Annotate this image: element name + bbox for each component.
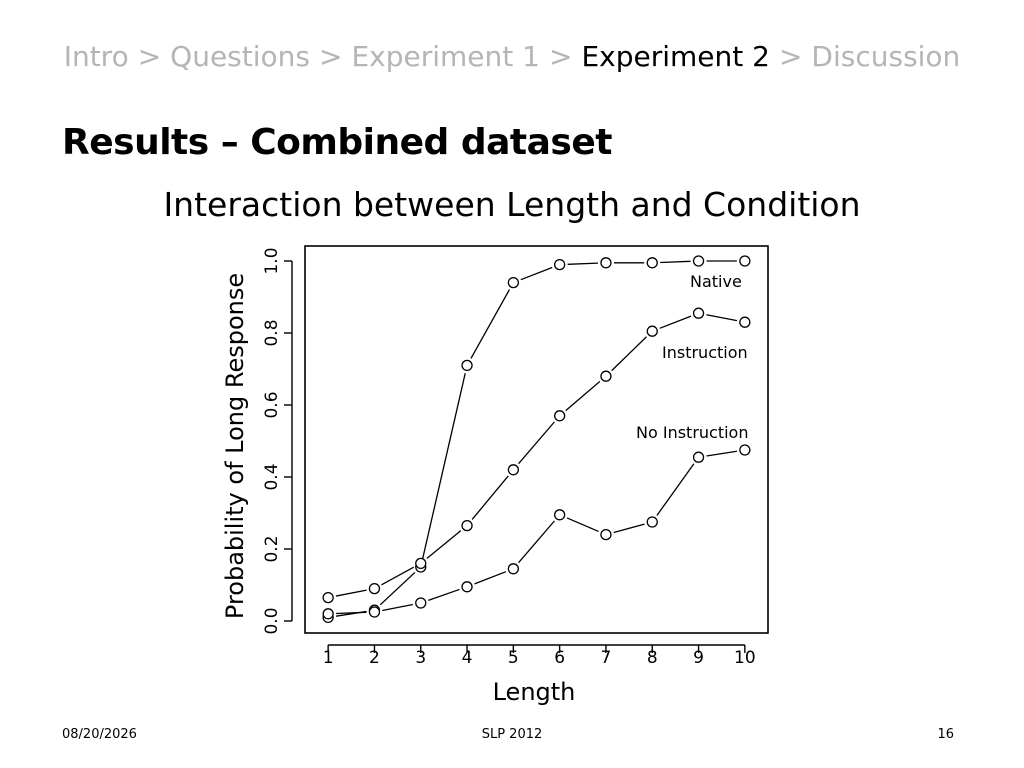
series-label: No Instruction [636,423,748,442]
series-line-segment [659,315,692,329]
x-tick-label: 3 [415,648,426,668]
data-point [554,258,566,271]
series-label: Native [690,272,742,291]
data-point [461,581,473,593]
series-line-segment [706,450,738,457]
series-line-segment [518,421,555,465]
series-line-segment [470,289,511,359]
y-axis-title: Probability of Long Response [221,273,249,619]
footer-page-number: 16 [937,727,954,742]
data-point [692,451,705,463]
series-line-segment [426,530,462,559]
series-line-segment [660,260,691,264]
series-line-segment [656,463,695,516]
x-tick-label: 10 [734,648,756,668]
series-line-segment [379,571,416,606]
data-point [554,410,566,422]
x-tick-label: 2 [369,648,380,668]
data-point [322,591,334,604]
series-line-segment [335,589,367,597]
data-point [554,509,566,521]
series-line-segment [706,314,738,322]
y-tick-label: 0.6 [262,391,282,418]
y-tick-label: 0.4 [262,463,282,490]
footer-center-text: SLP 2012 [481,727,543,742]
series-line-segment [565,380,601,412]
y-tick-label: 0.2 [262,535,282,562]
data-point [646,325,658,337]
y-tick-label: 0.0 [262,607,282,634]
data-point [600,528,612,541]
data-point [461,519,473,532]
data-point [507,563,519,575]
x-tick-label: 6 [554,648,565,668]
data-point [692,307,705,319]
breadcrumb-item-discussion[interactable]: Discussion [811,40,961,73]
breadcrumb-separator: > [319,40,343,73]
x-tick-label: 4 [462,648,473,668]
series-line-segment [382,603,414,612]
x-tick-label: 7 [601,648,612,668]
series-line-segment [428,588,460,601]
breadcrumb-item-experiment-1[interactable]: Experiment 1 [351,40,540,73]
data-point [415,557,427,570]
series-line-segment [518,520,555,564]
series-line-segment [567,262,598,265]
data-point [600,370,612,382]
series-label: Instruction [662,343,748,362]
data-point [368,582,381,595]
plot-frame [304,245,769,634]
y-tick-label: 1.0 [262,247,282,274]
breadcrumb-item-questions[interactable]: Questions [170,40,310,73]
series-line-segment [381,566,415,586]
series-line-segment [471,475,509,520]
x-tick-label: 9 [693,648,704,668]
series-line-segment [421,373,466,560]
footer-date: 08/20/2026 [62,727,137,742]
data-point [368,606,381,618]
x-tick-label: 1 [323,648,334,668]
data-point [739,316,751,328]
data-point [739,255,751,267]
data-point [692,255,705,267]
data-point [415,597,427,609]
breadcrumb-separator: > [548,40,573,73]
data-point [600,257,612,269]
slide-subtitle: Interaction between Length and Condition [163,185,861,224]
x-tick-label: 5 [508,648,519,668]
data-point [461,359,473,372]
data-point [507,464,519,476]
breadcrumb-item-experiment-2[interactable]: Experiment 2 [581,40,770,73]
slide-title: Results – Combined dataset [62,122,612,163]
x-axis-title: Length [493,678,576,706]
x-tick-label: 8 [647,648,658,668]
data-point [322,608,334,620]
breadcrumb-separator: > [778,40,803,73]
series-line-segment [520,266,553,281]
series-line-segment [613,523,645,534]
y-tick-label: 0.8 [262,319,282,346]
series-line-segment [336,611,367,615]
data-point [646,516,658,528]
data-point [739,444,751,456]
breadcrumb-separator: > [137,40,162,73]
breadcrumb: Intro > Questions > Experiment 1 > Experiment … [0,40,1024,73]
data-point [507,276,519,289]
data-point [646,257,658,269]
series-line-segment [611,336,647,372]
series-line-segment [566,517,599,533]
breadcrumb-item-intro[interactable]: Intro [63,40,129,73]
series-line-segment [474,571,507,585]
